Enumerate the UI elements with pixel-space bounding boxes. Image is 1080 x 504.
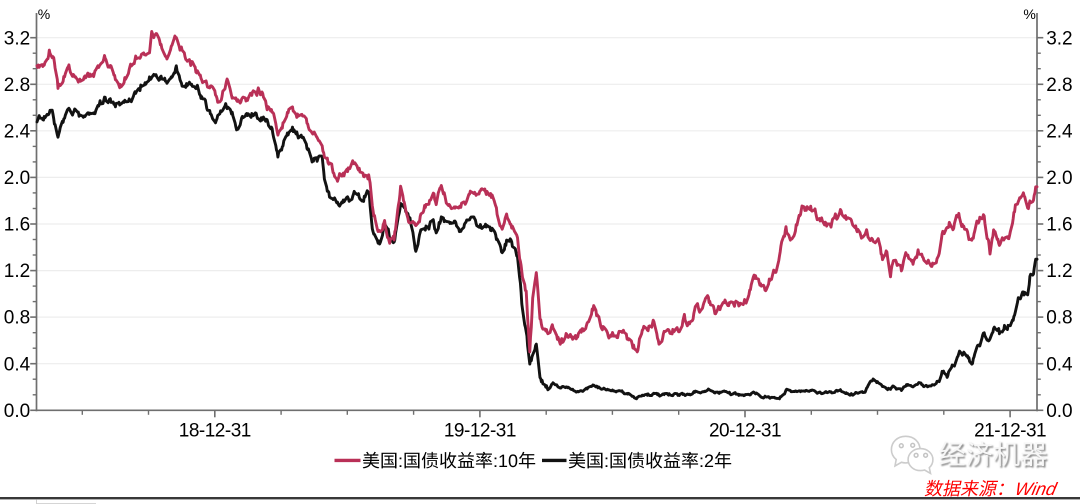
svg-text:2.0: 2.0 [4, 168, 30, 189]
svg-text:21-12-31: 21-12-31 [974, 420, 1046, 441]
svg-text:3.2: 3.2 [4, 28, 30, 49]
svg-text:3.2: 3.2 [1046, 28, 1072, 49]
svg-text:2.8: 2.8 [1046, 75, 1072, 96]
svg-text:0.8: 0.8 [4, 308, 30, 329]
svg-text:%: % [38, 6, 50, 22]
svg-text:2.4: 2.4 [1046, 121, 1073, 142]
svg-text:1.2: 1.2 [1046, 261, 1072, 282]
svg-text:2.4: 2.4 [4, 121, 31, 142]
svg-text:1.6: 1.6 [1046, 215, 1072, 236]
svg-text:0.8: 0.8 [1046, 308, 1072, 329]
svg-text:1.2: 1.2 [4, 261, 30, 282]
svg-text:1.6: 1.6 [4, 215, 30, 236]
svg-text:0.4: 0.4 [1046, 354, 1073, 375]
svg-text:19-12-31: 19-12-31 [444, 420, 516, 441]
svg-text:%: % [1023, 6, 1035, 22]
svg-text:0.0: 0.0 [4, 401, 30, 422]
svg-text:20-12-31: 20-12-31 [709, 420, 781, 441]
svg-text:18-12-31: 18-12-31 [179, 420, 251, 441]
svg-text:0.0: 0.0 [1046, 401, 1072, 422]
svg-text:0.4: 0.4 [4, 354, 31, 375]
svg-text:2.0: 2.0 [1046, 168, 1072, 189]
svg-text:2.8: 2.8 [4, 75, 30, 96]
